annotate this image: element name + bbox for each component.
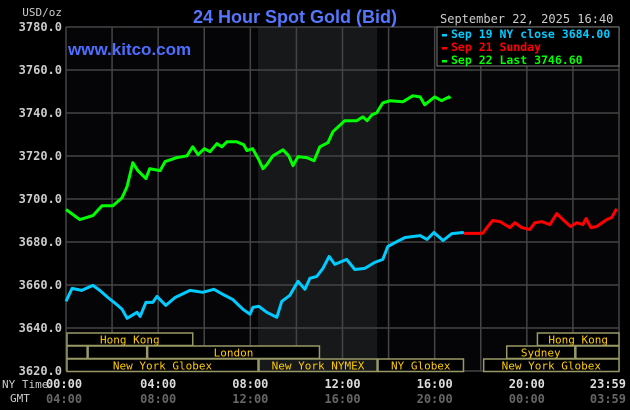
legend-label: Sep 22 Last 3746.60 (451, 53, 583, 67)
session-box (66, 358, 259, 373)
session-bar: London (146, 345, 321, 360)
session-label: Hong Kong (548, 334, 608, 347)
session-bar: Hong Kong (536, 332, 620, 347)
session-box (66, 345, 88, 360)
x-tick-label-gmt: 12:00 (232, 392, 268, 406)
session-label: New York NYMEX (272, 360, 365, 373)
session-label: London (214, 347, 254, 360)
x-axis-ny-time-label: NY Time (2, 378, 48, 391)
x-tick-label-gmt: 08:00 (140, 392, 176, 406)
session-box (87, 345, 148, 360)
session-bar: New York Globex (482, 358, 620, 373)
chart-timestamp: September 22, 2025 16:40 (440, 12, 613, 26)
legend-swatch (442, 34, 447, 37)
y-tick-label: 3760.0 (19, 63, 62, 77)
legend-label: Sep 19 NY close 3684.00 (451, 27, 610, 41)
x-tick-label-ny: 04:00 (140, 377, 176, 391)
x-tick-label-gmt: 03:59 (590, 392, 626, 406)
session-bar (66, 345, 88, 360)
series-line (463, 207, 619, 235)
y-tick-label: 3740.0 (19, 106, 62, 120)
x-tick-label-ny: 16:00 (417, 377, 453, 391)
session-box (482, 358, 620, 373)
session-bar: New York Globex (66, 358, 259, 373)
x-axis-gmt-label: GMT (10, 392, 30, 405)
x-tick-label-ny: 08:00 (232, 377, 268, 391)
y-tick-label: 3780.0 (19, 20, 62, 34)
session-bar: Sydney (505, 345, 576, 360)
y-axis-unit: USD/oz (22, 6, 62, 19)
session-label: New York Globex (502, 360, 602, 373)
x-tick-label-gmt: 00:00 (509, 392, 545, 406)
kitco-watermark[interactable]: www.kitco.com (67, 40, 191, 59)
y-tick-label: 3660.0 (19, 278, 62, 292)
session-bar: NY Globex (377, 358, 465, 373)
session-bar: New York NYMEX (258, 358, 378, 373)
session-label: Hong Kong (100, 334, 160, 347)
chart-title: 24 Hour Spot Gold (Bid) (193, 7, 397, 27)
series-line (64, 231, 465, 320)
session-bar (575, 345, 620, 360)
legend-swatch (442, 47, 447, 50)
session-label: NY Globex (391, 360, 451, 373)
session-box (575, 345, 620, 360)
x-tick-label-gmt: 16:00 (324, 392, 360, 406)
session-label: New York Globex (113, 360, 213, 373)
session-box (258, 358, 378, 373)
y-tick-label: 3620.0 (19, 364, 62, 378)
y-tick-label: 3720.0 (19, 149, 62, 163)
series-line (65, 94, 452, 222)
x-tick-label-ny: 20:00 (509, 377, 545, 391)
session-bar: Hong Kong (66, 332, 194, 347)
legend-label: Sep 21 Sunday (451, 40, 541, 54)
legend-swatch (442, 60, 447, 63)
x-tick-label-ny: 00:00 (46, 377, 82, 391)
x-tick-label-ny: 23:59 (590, 377, 626, 391)
session-bar (87, 345, 148, 360)
x-tick-label-gmt: 20:00 (417, 392, 453, 406)
session-label: Sydney (521, 347, 561, 360)
y-tick-label: 3680.0 (19, 235, 62, 249)
session-box (377, 358, 465, 373)
x-tick-label-gmt: 04:00 (46, 392, 82, 406)
y-tick-label: 3700.0 (19, 192, 62, 206)
y-tick-label: 3640.0 (19, 321, 62, 335)
x-tick-label-ny: 12:00 (324, 377, 360, 391)
